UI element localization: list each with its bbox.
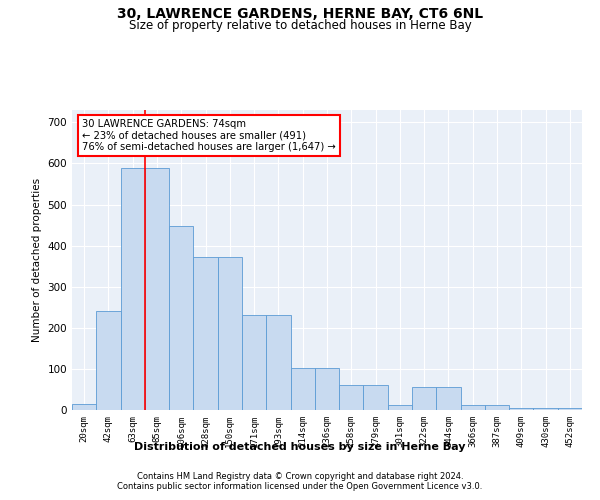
Text: Contains HM Land Registry data © Crown copyright and database right 2024.: Contains HM Land Registry data © Crown c…: [137, 472, 463, 481]
Bar: [242, 314, 266, 410]
Bar: [461, 405, 485, 410]
Bar: [96, 310, 121, 410]
Bar: [485, 405, 509, 410]
Text: Contains public sector information licensed under the Open Government Licence v3: Contains public sector information licen…: [118, 482, 482, 491]
Bar: [72, 404, 96, 410]
Bar: [169, 226, 193, 410]
Text: Distribution of detached houses by size in Herne Bay: Distribution of detached houses by size …: [134, 442, 466, 452]
Bar: [388, 404, 412, 410]
Bar: [145, 168, 169, 410]
Bar: [436, 388, 461, 410]
Bar: [266, 314, 290, 410]
Bar: [193, 256, 218, 410]
Bar: [364, 386, 388, 410]
Bar: [533, 408, 558, 410]
Bar: [558, 408, 582, 410]
Text: Size of property relative to detached houses in Herne Bay: Size of property relative to detached ho…: [128, 18, 472, 32]
Bar: [412, 388, 436, 410]
Bar: [315, 368, 339, 410]
Text: 30, LAWRENCE GARDENS, HERNE BAY, CT6 6NL: 30, LAWRENCE GARDENS, HERNE BAY, CT6 6NL: [117, 8, 483, 22]
Bar: [290, 368, 315, 410]
Text: 30 LAWRENCE GARDENS: 74sqm
← 23% of detached houses are smaller (491)
76% of sem: 30 LAWRENCE GARDENS: 74sqm ← 23% of deta…: [82, 119, 336, 152]
Bar: [509, 408, 533, 410]
Y-axis label: Number of detached properties: Number of detached properties: [32, 178, 42, 342]
Bar: [218, 256, 242, 410]
Bar: [339, 386, 364, 410]
Bar: [121, 168, 145, 410]
